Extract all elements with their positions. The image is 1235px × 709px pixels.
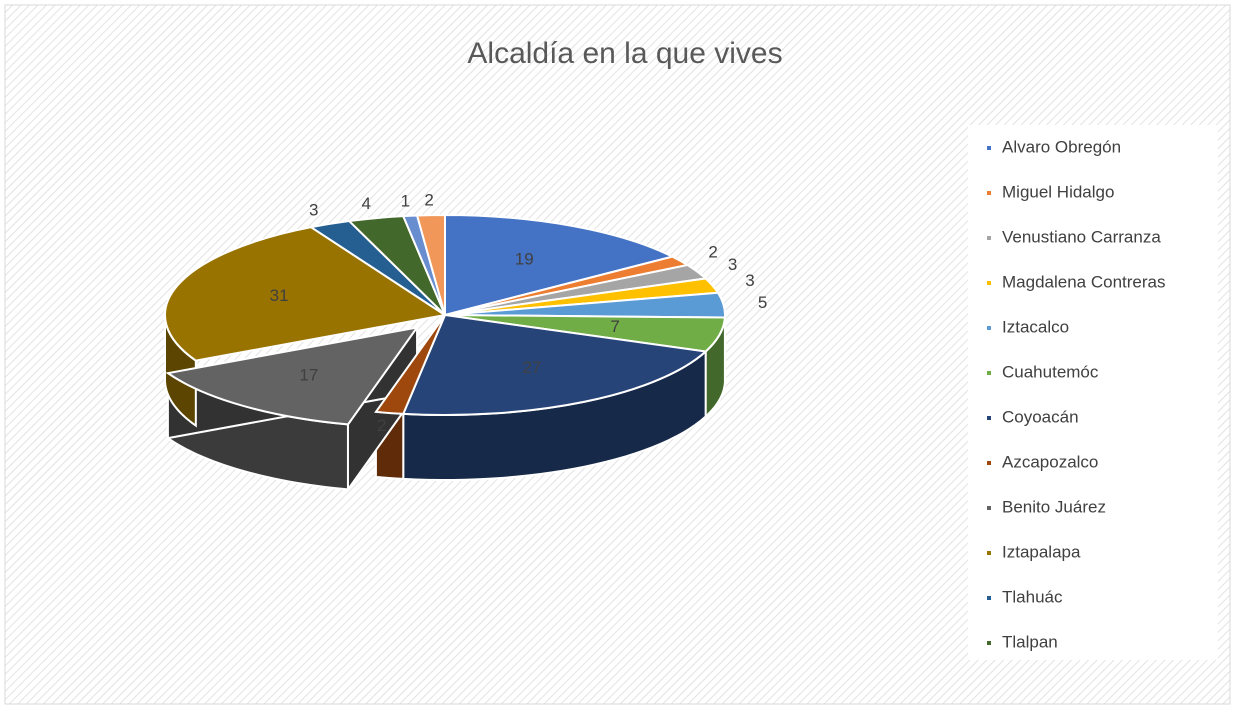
legend-label: Coyoacán bbox=[1002, 407, 1079, 426]
legend-marker bbox=[987, 551, 991, 555]
legend-label: Miguel Hidalgo bbox=[1002, 182, 1114, 201]
legend-marker bbox=[987, 596, 991, 600]
data-label: 3 bbox=[745, 271, 754, 290]
data-label: 2 bbox=[424, 191, 433, 210]
legend-marker bbox=[987, 236, 991, 240]
data-label: 3 bbox=[728, 255, 737, 274]
slice bbox=[374, 314, 446, 415]
data-label: 27 bbox=[522, 358, 541, 377]
legend-marker bbox=[987, 641, 991, 645]
legend-label: Tlahuác bbox=[1002, 587, 1063, 606]
legend-background bbox=[968, 125, 1218, 660]
legend-marker bbox=[987, 416, 991, 420]
slice bbox=[444, 213, 676, 317]
legend-label: Venustiano Carranza bbox=[1002, 227, 1161, 246]
legend-label: Azcapozalco bbox=[1002, 452, 1098, 471]
slice bbox=[401, 313, 708, 416]
slice bbox=[164, 226, 448, 362]
data-label: 2 bbox=[708, 243, 717, 262]
legend-marker bbox=[987, 326, 991, 330]
data-label: 5 bbox=[758, 293, 767, 312]
data-label: 1 bbox=[401, 191, 410, 210]
data-label: 19 bbox=[515, 249, 534, 268]
legend-label: Tlalpan bbox=[1002, 632, 1058, 651]
data-label: 31 bbox=[270, 286, 289, 305]
data-label: 4 bbox=[362, 194, 371, 213]
legend-label: Iztacalco bbox=[1002, 317, 1069, 336]
legend-marker bbox=[987, 146, 991, 150]
legend-label: Alvaro Obregón bbox=[1002, 137, 1121, 156]
slice bbox=[165, 326, 420, 426]
legend-marker bbox=[987, 461, 991, 465]
legend-marker bbox=[987, 281, 991, 285]
data-label: 17 bbox=[299, 365, 318, 384]
legend-marker bbox=[987, 371, 991, 375]
legend-label: Benito Juárez bbox=[1002, 497, 1106, 516]
data-label: 3 bbox=[309, 201, 318, 220]
data-label: 7 bbox=[610, 317, 619, 336]
legend-label: Magdalena Contreras bbox=[1002, 272, 1165, 291]
legend-label: Iztapalapa bbox=[1002, 542, 1081, 561]
chart-title: Alcaldía en la que vives bbox=[467, 37, 782, 70]
legend-label: Cuahutemóc bbox=[1002, 362, 1099, 381]
slice bbox=[415, 213, 446, 316]
legend-marker bbox=[987, 506, 991, 510]
legend-marker bbox=[987, 191, 991, 195]
data-label: 2 bbox=[377, 416, 386, 435]
